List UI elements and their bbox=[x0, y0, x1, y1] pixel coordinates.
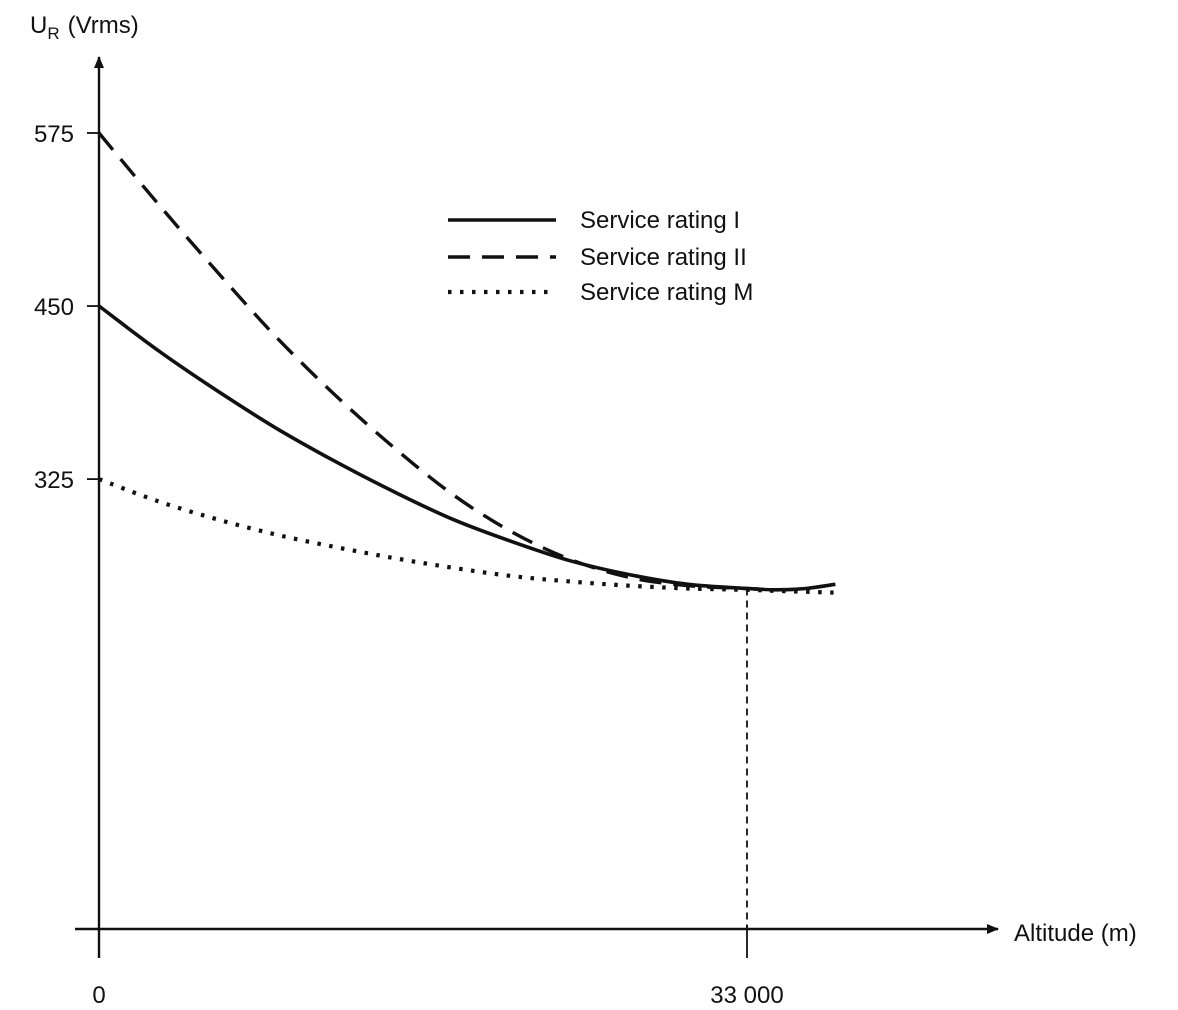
y-axis-label: UR (Vrms) bbox=[30, 12, 139, 43]
y-axis-label-unit: (Vrms) bbox=[68, 12, 139, 39]
x-tick-label: 33 000 bbox=[710, 982, 783, 1009]
y-tick-label: 325 bbox=[34, 467, 74, 494]
y-tick-label: 575 bbox=[34, 121, 74, 148]
y-axis-label-symbol: U bbox=[30, 12, 47, 39]
series-line-1 bbox=[97, 304, 836, 592]
legend: Service rating I Service rating II Service… bbox=[448, 207, 753, 306]
axis-ticks: 575 450 325 0 33 000 bbox=[34, 121, 784, 1009]
series-line-2 bbox=[97, 131, 836, 592]
x-axis-label: Altitude (m) bbox=[1014, 920, 1137, 947]
legend-label: Service rating M bbox=[580, 279, 753, 306]
series-lines bbox=[97, 131, 836, 595]
y-tick-label: 450 bbox=[34, 294, 74, 321]
series-line-3 bbox=[98, 477, 836, 595]
y-axis-label-subscript: R bbox=[47, 24, 59, 43]
legend-label: Service rating II bbox=[580, 244, 747, 271]
legend-label: Service rating I bbox=[580, 207, 740, 234]
x-tick-label: 0 bbox=[92, 982, 105, 1009]
